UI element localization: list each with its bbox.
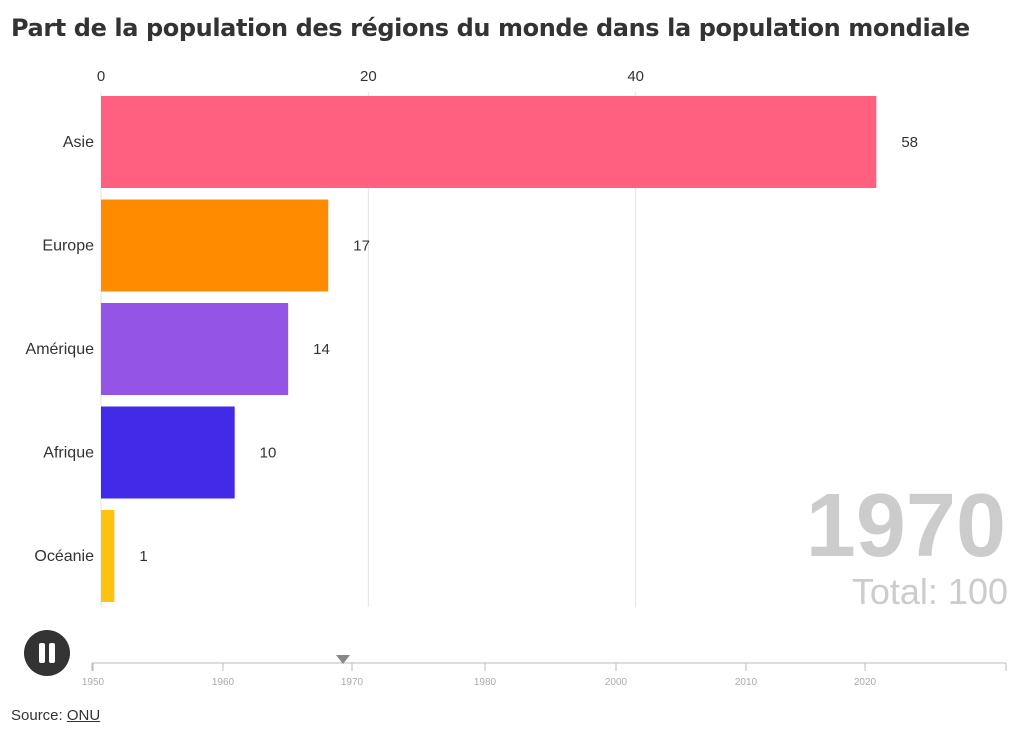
timeline-tick-label: 1970	[341, 677, 364, 688]
bar	[101, 199, 329, 292]
category-label: Asie	[63, 134, 94, 151]
bar-chart: 0 20 40 Asie Europe Amérique Afrique Océanie 5…	[26, 68, 1008, 688]
value-label: 10	[260, 445, 277, 462]
x-axis-ticks: 0 20 40	[97, 68, 644, 85]
source-note: Source: ONU	[11, 707, 100, 724]
timeline-tick-label: 1950	[82, 677, 105, 688]
pause-button[interactable]	[24, 630, 70, 676]
timeline-tick-label: 2010	[735, 677, 758, 688]
chart-title: Part de la population des régions du mon…	[11, 14, 970, 42]
timeline-handle[interactable]	[336, 655, 350, 664]
value-label: 1	[139, 548, 147, 565]
category-label: Océanie	[34, 548, 94, 565]
category-label: Europe	[42, 238, 94, 255]
category-label: Amérique	[26, 341, 95, 358]
current-year-label: 1970	[806, 476, 1006, 576]
bar	[101, 510, 115, 602]
x-tick-label: 0	[97, 68, 105, 85]
bar	[101, 303, 289, 395]
x-tick-label: 40	[627, 68, 644, 85]
total-label: Total: 100	[852, 571, 1008, 612]
value-labels: 58 17 14 10 1	[139, 134, 918, 565]
category-labels: Asie Europe Amérique Afrique Océanie	[26, 134, 95, 565]
bars	[101, 96, 877, 602]
timeline-axis[interactable]: 1950 1960 1970 1980 2000 2010 2020	[82, 662, 1007, 688]
timeline-tick-label: 1960	[212, 677, 235, 688]
category-label: Afrique	[43, 445, 94, 462]
source-link[interactable]: ONU	[66, 707, 101, 724]
timeline-tick-label: 2000	[605, 677, 628, 688]
bar	[101, 96, 877, 188]
x-tick-label: 20	[360, 68, 377, 85]
value-label: 14	[313, 341, 330, 358]
value-label: 17	[353, 238, 370, 255]
value-label: 58	[901, 134, 918, 151]
source-label: Source:	[11, 707, 67, 724]
bar	[101, 406, 235, 499]
timeline-tick-label: 1980	[474, 677, 497, 688]
timeline-tick-label: 2020	[854, 677, 877, 688]
